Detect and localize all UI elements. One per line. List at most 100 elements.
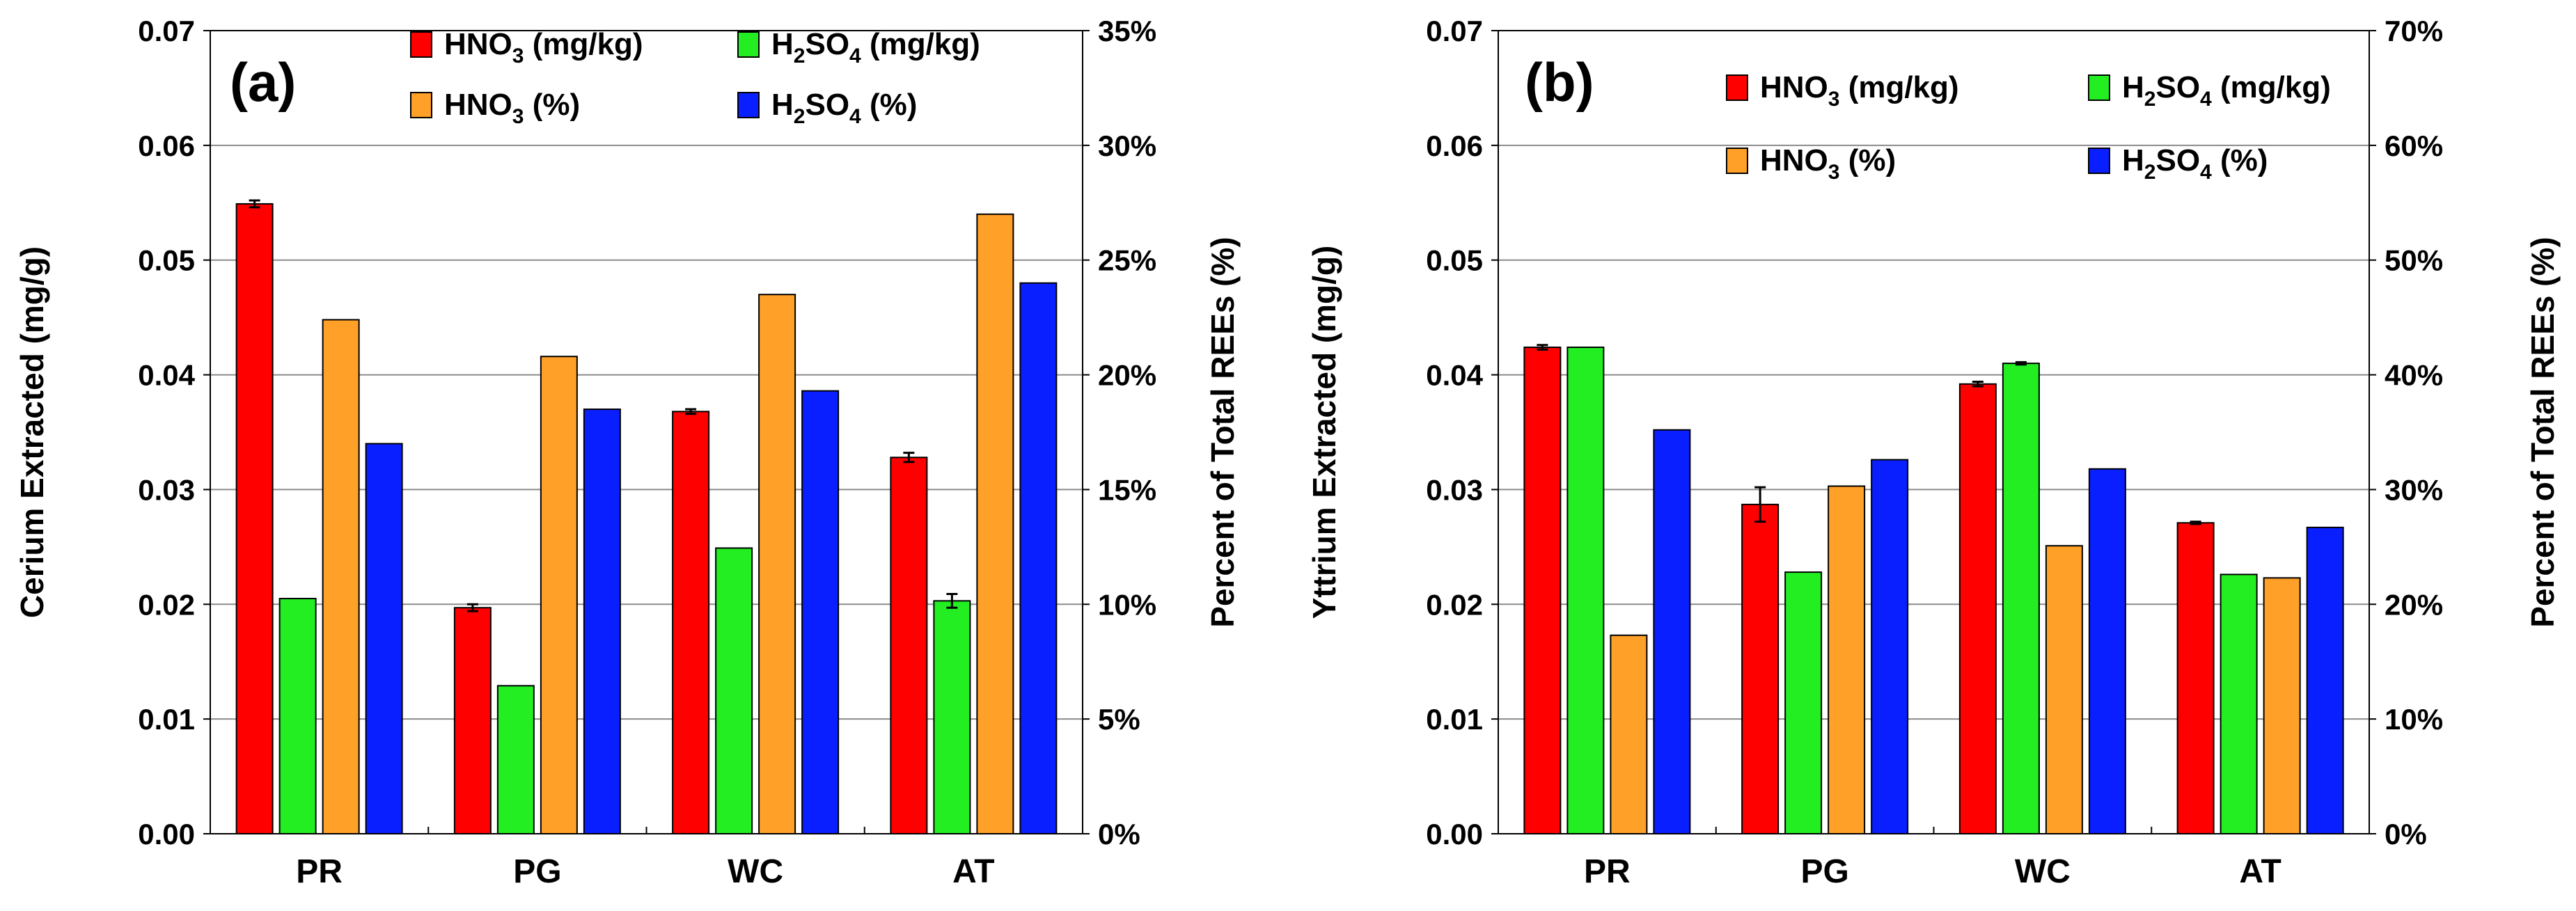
legend-label: H2SO4 (mg/kg) — [2122, 70, 2331, 111]
legend-label: HNO3 (mg/kg) — [444, 27, 643, 68]
bar — [1566, 347, 1605, 834]
legend-swatch — [737, 92, 760, 118]
legend-a: HNO3 (mg/kg) H2SO4 (mg/kg) HNO3 (%) H2SO4 (… — [410, 27, 980, 128]
y-ticks-b: 0.00 0.01 0.02 0.03 0.04 0.05 0.06 0.07 — [1426, 15, 1498, 850]
bar — [976, 213, 1014, 834]
x-ticks-a: PR PG WC AT — [296, 827, 995, 890]
legend-label: HNO3 (%) — [1760, 143, 1896, 184]
bar — [715, 547, 753, 835]
y2-tick-label: 0% — [1098, 818, 1140, 850]
bar — [2088, 468, 2126, 834]
y-tick-label: 0.05 — [138, 244, 195, 277]
x-tick-label: PR — [1584, 853, 1631, 890]
y-tick-label: 0.06 — [1426, 129, 1483, 162]
y2-tick-label: 20% — [1098, 359, 1156, 392]
legend-swatch — [737, 31, 760, 58]
bar — [1653, 429, 1691, 834]
x-tick-label: AT — [2239, 853, 2281, 890]
y2-tick-label: 20% — [2385, 588, 2443, 621]
legend-swatch — [1726, 148, 1748, 174]
legend-label: H2SO4 (%) — [2122, 143, 2268, 184]
x-tick-label: WC — [728, 853, 783, 890]
bar — [453, 607, 492, 835]
bar — [2220, 573, 2258, 834]
y-tick-label: 0.01 — [1426, 703, 1483, 736]
legend-item: HNO3 (%) — [410, 88, 580, 128]
legend-item: H2SO4 (mg/kg) — [737, 27, 980, 68]
bar — [890, 457, 928, 834]
legend-label: HNO3 (%) — [444, 88, 580, 128]
y2-tick-label: 30% — [1098, 129, 1156, 162]
x-ticks-b: PR PG WC AT — [1584, 827, 2282, 890]
bar — [2306, 526, 2344, 834]
y-axis-title-b: Yttrium Extracted (mg/g) — [1306, 246, 1342, 619]
legend-item: H2SO4 (%) — [2088, 143, 2268, 184]
y-tick-label: 0.07 — [1426, 15, 1483, 47]
x-tick-label: PR — [296, 853, 343, 890]
y2-tick-label: 25% — [1098, 244, 1156, 277]
legend-swatch — [1726, 74, 1748, 101]
bar — [2002, 363, 2040, 834]
panel-label-a: (a) — [230, 52, 296, 113]
y2-tick-label: 10% — [2385, 703, 2443, 736]
bar — [2045, 545, 2083, 834]
y2-tick-label: 60% — [2385, 129, 2443, 162]
bar — [1871, 459, 1909, 834]
bar — [235, 203, 274, 835]
x-tick-label: WC — [2015, 853, 2071, 890]
y-tick-label: 0.00 — [138, 818, 195, 850]
bar — [758, 294, 796, 834]
x-tick-label: PG — [513, 853, 561, 890]
legend-item: HNO3 (mg/kg) — [1726, 70, 1959, 111]
x-tick-label: AT — [952, 853, 994, 890]
y2-ticks-a: 0% 5% 10% 15% 20% 25% 30% 35% — [1083, 15, 1156, 850]
panel-a: 0.00 0.01 0.02 0.03 0.04 0.05 0.06 0.07 0% 5% 10%… — [14, 15, 1241, 890]
legend-label: H2SO4 (mg/kg) — [771, 27, 980, 68]
y2-tick-label: 50% — [2385, 244, 2443, 277]
legend-item: HNO3 (mg/kg) — [410, 27, 643, 68]
legend-item: H2SO4 (%) — [737, 88, 917, 128]
bar — [1741, 503, 1780, 834]
y2-tick-label: 10% — [1098, 588, 1156, 621]
bar — [933, 600, 971, 835]
bar — [1610, 634, 1648, 834]
bar — [1523, 347, 1562, 834]
bar — [801, 390, 840, 834]
y-tick-label: 0.02 — [138, 588, 195, 621]
y2-axis-title-b: Percent of Total REEs (%) — [2524, 237, 2561, 627]
y-tick-label: 0.01 — [138, 703, 195, 736]
bar — [496, 685, 535, 834]
y-tick-label: 0.05 — [1426, 244, 1483, 277]
bar — [1019, 282, 1058, 834]
y2-ticks-b: 0% 10% 20% 30% 40% 50% 60% 70% — [2369, 15, 2443, 850]
legend-item: H2SO4 (mg/kg) — [2088, 70, 2331, 111]
bar — [583, 409, 621, 834]
y-tick-label: 0.07 — [138, 15, 195, 47]
bars-b — [1523, 344, 2344, 835]
y-ticks-a: 0.00 0.01 0.02 0.03 0.04 0.05 0.06 0.07 — [138, 15, 210, 850]
panel-b: 0.00 0.01 0.02 0.03 0.04 0.05 0.06 0.07 0% 10% 20… — [1306, 15, 2561, 890]
y-tick-label: 0.03 — [138, 473, 195, 506]
y2-tick-label: 5% — [1098, 703, 1140, 736]
y-axis-title-a: Cerium Extracted (mg/g) — [14, 246, 50, 618]
legend-label: HNO3 (mg/kg) — [1760, 70, 1959, 111]
bar — [1828, 485, 1866, 834]
bar — [1784, 571, 1823, 835]
y2-tick-label: 35% — [1098, 15, 1156, 47]
legend-swatch — [410, 31, 432, 58]
bar — [365, 443, 403, 834]
legend-item: HNO3 (%) — [1726, 143, 1896, 184]
y2-tick-label: 70% — [2385, 15, 2443, 47]
y-tick-label: 0.04 — [1426, 359, 1483, 392]
legend-swatch — [2088, 74, 2110, 101]
y-tick-label: 0.03 — [1426, 473, 1483, 506]
legend-swatch — [2088, 148, 2110, 174]
y-tick-label: 0.06 — [138, 129, 195, 162]
y2-tick-label: 40% — [2385, 359, 2443, 392]
bar — [672, 411, 710, 834]
y2-axis-title-a: Percent of Total REEs (%) — [1204, 237, 1241, 627]
bar — [2263, 577, 2301, 835]
bars-a — [235, 199, 1058, 835]
